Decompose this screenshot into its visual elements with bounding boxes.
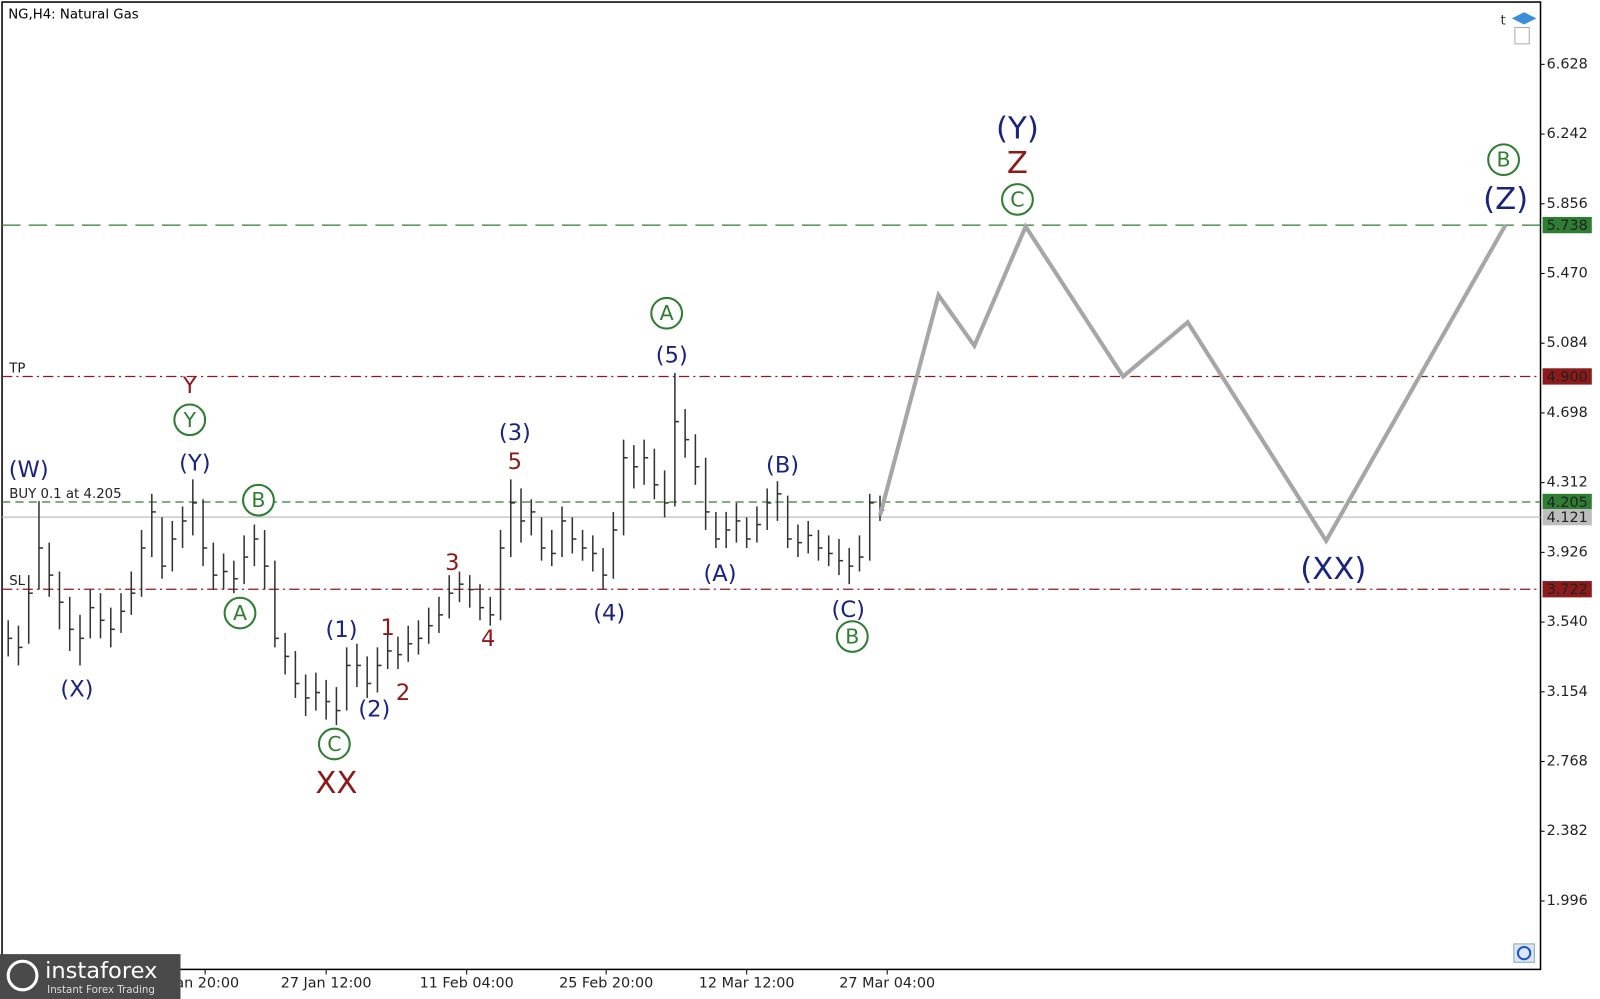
wave-label: 3 (445, 550, 459, 576)
y-tick-label: 6.628 (1547, 56, 1588, 72)
wave-label: (Y) (996, 112, 1039, 147)
level-name: SL (9, 574, 25, 589)
wave-circle (173, 403, 207, 437)
svg-text:t: t (1501, 13, 1506, 28)
y-tick-label: 5.470 (1547, 266, 1588, 282)
wave-label: Z (1007, 146, 1028, 181)
y-tick-label: 4.698 (1547, 405, 1588, 421)
wave-label: C (327, 732, 341, 756)
level-name: BUY 0.1 at 4.205 (9, 487, 121, 502)
y-tick-label: 4.312 (1547, 475, 1588, 491)
wave-label: XX (315, 766, 357, 801)
y-tick-label: 3.154 (1547, 684, 1588, 700)
wave-label: (3) (499, 420, 531, 446)
wave-label: Y (182, 373, 197, 399)
level-label: 4.121 (1547, 510, 1588, 526)
y-tick-label: 6.242 (1547, 126, 1588, 142)
logo-tagline: Instant Forex Trading (47, 985, 155, 996)
x-tick-label: 12 Mar 12:00 (699, 976, 795, 992)
wave-label: 2 (396, 680, 410, 706)
wave-label: (1) (326, 617, 358, 643)
chart-title: NG,H4: Natural Gas (8, 7, 139, 22)
level-box (1542, 508, 1592, 526)
wave-label: C (1010, 188, 1024, 212)
y-tick-label: 2.768 (1547, 754, 1588, 770)
x-tick-label: 27 Mar 04:00 (839, 976, 935, 992)
wave-label: (C) (832, 597, 865, 623)
level-box (1542, 493, 1592, 511)
y-tick-label: 3.540 (1547, 614, 1588, 630)
level-label: 4.205 (1547, 495, 1588, 511)
x-tick-label: 27 Jan 12:00 (281, 976, 372, 992)
wave-circle (1001, 183, 1034, 216)
wave-label: (A) (703, 561, 736, 587)
y-tick-label: 2.382 (1547, 823, 1588, 839)
plot-frame (1, 1, 1542, 971)
level-label: 5.738 (1547, 218, 1588, 234)
wave-label: (5) (656, 342, 688, 368)
y-tick-label: 5.856 (1547, 196, 1588, 212)
wave-label: B (845, 625, 859, 649)
logo-name: instaforex (45, 958, 157, 984)
x-tick-label: 25 Feb 20:00 (559, 976, 653, 992)
level-name: TP (8, 361, 25, 376)
toolbar-icons: t (1501, 12, 1537, 963)
wave-label: B (251, 488, 265, 512)
wave-label: 4 (481, 626, 495, 652)
wave-label: (Z) (1483, 182, 1528, 217)
wave-circle (223, 596, 257, 630)
wave-label: B (1497, 148, 1511, 172)
wave-circle (317, 727, 351, 761)
y-tick-label: 1.996 (1547, 893, 1588, 909)
y-tick-label: 5.084 (1547, 335, 1588, 351)
wave-circle (835, 620, 869, 653)
wave-label: A (660, 301, 674, 325)
wave-circle (242, 483, 275, 517)
wave-circle (1487, 143, 1520, 177)
wave-label: (Y) (179, 451, 210, 477)
x-tick-label: Jan 20:00 (170, 976, 239, 992)
wave-label: 5 (508, 449, 522, 475)
wave-label: (W) (9, 457, 49, 483)
wave-label: (XX) (1300, 552, 1366, 587)
wave-label: A (233, 601, 247, 625)
wave-label: (2) (358, 696, 390, 722)
wave-label: 1 (381, 615, 395, 641)
wave-label: (B) (766, 453, 799, 479)
logo: instaforex Instant Forex Trading (0, 954, 181, 999)
level-box (1542, 581, 1592, 598)
wave-label: (X) (60, 676, 93, 702)
level-label: 3.722 (1547, 582, 1588, 598)
level-box (1542, 216, 1592, 234)
x-tick-label: 11 Feb 04:00 (420, 976, 514, 992)
y-tick-label: 3.926 (1547, 544, 1588, 560)
wave-label: Y (182, 408, 196, 432)
level-box (1542, 368, 1592, 385)
level-label: 4.900 (1547, 369, 1588, 385)
wave-label: (4) (593, 601, 625, 627)
wave-circle (650, 296, 684, 330)
forecast-line (878, 222, 1508, 545)
